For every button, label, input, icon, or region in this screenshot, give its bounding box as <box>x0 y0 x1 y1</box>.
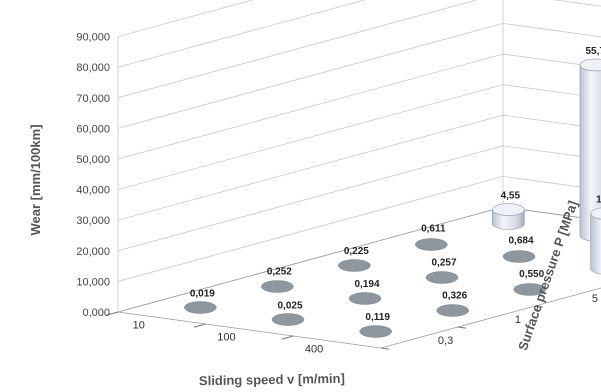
data-label: 0,025 <box>277 300 302 311</box>
cylinder-disc <box>271 313 305 326</box>
cylinder-bar <box>348 292 382 305</box>
gridline <box>117 0 601 99</box>
z-tick-label: 30,000 <box>76 215 110 227</box>
z-tick-label: 80,000 <box>76 62 110 74</box>
cylinder-top <box>492 203 525 216</box>
cylinder-bar <box>338 259 371 272</box>
x-tick <box>193 323 206 328</box>
data-label: 0,684 <box>508 235 533 246</box>
y-tick <box>457 326 466 329</box>
cylinder-disc <box>184 301 217 314</box>
y-tick-label: 0,3 <box>438 335 453 347</box>
cylinder-disc <box>513 283 546 296</box>
z-tick-label: 90,000 <box>76 32 110 44</box>
y-tick-label: 5 <box>592 293 598 305</box>
data-label: 0,257 <box>431 258 456 269</box>
cylinder-bar <box>436 304 469 317</box>
cylinder-bar <box>261 280 294 293</box>
z-tick-label: 60,000 <box>76 123 110 135</box>
chart-gridlines <box>117 0 601 313</box>
x-axis-title: Sliding speed v [m/min] <box>199 371 345 389</box>
y-tick <box>534 305 543 308</box>
data-label: 0,550 <box>519 269 544 280</box>
cylinder-bar <box>415 238 448 251</box>
cylinder-top <box>579 58 601 72</box>
cylinder-bar <box>492 203 525 230</box>
data-label: 0,225 <box>344 246 369 257</box>
cylinder-body <box>590 213 601 275</box>
data-label: 55,73 <box>585 46 601 57</box>
cylinder-disc <box>502 250 536 263</box>
x-tick <box>281 335 294 340</box>
gridline <box>117 22 601 129</box>
z-axis-title: Wear [mm/100km] <box>28 124 43 235</box>
gridline <box>117 0 366 68</box>
chart-bars <box>184 58 601 338</box>
data-label: 0,019 <box>190 288 215 299</box>
chart-labels: 0,000 10,000 20,000 30,000 40,000 50,000 60,00… <box>76 32 601 356</box>
cylinder-disc <box>261 280 294 293</box>
gridline <box>117 53 601 160</box>
gridline <box>117 0 254 37</box>
gridline <box>117 114 601 221</box>
cylinder-disc <box>415 238 448 251</box>
data-label: 0,119 <box>365 312 390 323</box>
y-tick <box>380 347 389 350</box>
cylinder-bar <box>184 301 217 314</box>
x-tick <box>106 311 119 316</box>
data-label: 4,55 <box>501 191 521 202</box>
cylinder-disc <box>436 304 469 317</box>
cylinder-bar <box>502 250 536 263</box>
z-tick-label: 50,000 <box>76 154 110 166</box>
z-tick-label: 40,000 <box>76 185 110 197</box>
gridline <box>117 84 601 190</box>
z-tick-label: 10,000 <box>76 276 110 288</box>
data-label: 0,252 <box>267 267 292 278</box>
x-tick-label: 400 <box>305 343 323 355</box>
cylinder-disc <box>359 325 392 338</box>
cylinder-bar <box>590 207 601 275</box>
cylinder-bar <box>513 283 546 296</box>
cylinder-bar <box>425 271 459 284</box>
data-label: 0,194 <box>354 279 379 290</box>
z-tick-label: 70,000 <box>76 93 110 105</box>
z-tick-label: 20,000 <box>76 246 110 258</box>
cylinder-top <box>590 207 601 220</box>
y-tick-label: 1 <box>515 314 521 326</box>
cylinder-disc <box>348 292 382 305</box>
x-tick-label: 10 <box>133 319 145 331</box>
cylinder-bar <box>359 325 392 338</box>
cylinder-disc <box>338 259 371 272</box>
cylinder-bar <box>271 313 305 326</box>
chart-floor <box>106 206 601 350</box>
z-tick-label: 0,000 <box>82 307 110 319</box>
cylinder-disc <box>425 271 459 284</box>
data-label: 0,326 <box>442 291 467 302</box>
data-label: 0,611 <box>421 224 446 235</box>
x-tick-label: 100 <box>217 331 235 343</box>
data-label: 17,97 <box>596 195 601 206</box>
